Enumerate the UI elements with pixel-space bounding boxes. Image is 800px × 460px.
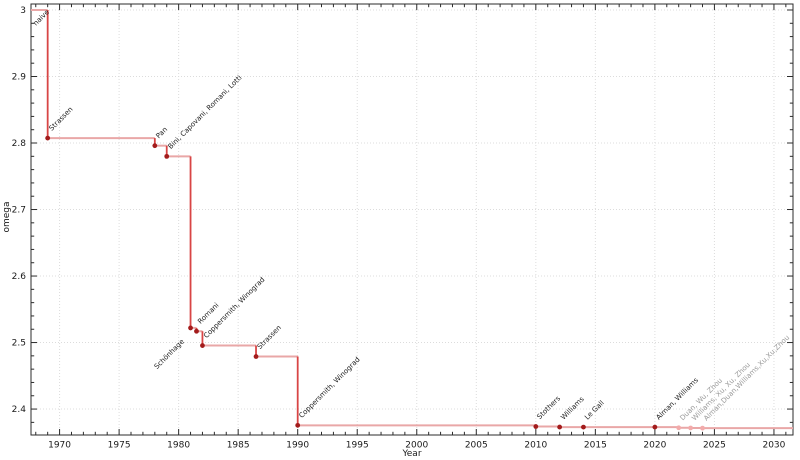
y-tick-label: 2.9 — [12, 72, 27, 82]
x-tick-label: 2000 — [405, 441, 428, 451]
data-point — [200, 343, 205, 348]
data-point — [700, 425, 705, 431]
data-point-label: Bini, Capovani, Romani, Lotti — [166, 74, 243, 151]
x-tick-label: 2010 — [524, 441, 547, 451]
x-tick-label: 2005 — [465, 441, 488, 451]
y-tick-label: 2.6 — [12, 272, 27, 282]
x-tick-label: 1985 — [227, 441, 250, 451]
y-tick-label: 2.4 — [12, 405, 27, 415]
x-tick-label: 1995 — [346, 441, 369, 451]
data-point — [194, 328, 199, 334]
y-tick-label: 2.5 — [12, 339, 26, 349]
x-tick-label: 1990 — [286, 441, 309, 451]
data-point-label: Strassen — [47, 105, 74, 132]
data-point — [676, 425, 682, 431]
data-point-label: Strassen — [256, 324, 283, 351]
data-point — [253, 354, 259, 359]
data-point — [652, 424, 658, 430]
data-point — [557, 424, 563, 430]
x-tick-label: 1980 — [167, 441, 190, 451]
y-axis-title: omega — [2, 201, 12, 232]
y-tick-label: 2.7 — [12, 206, 26, 216]
data-point — [164, 153, 170, 159]
data-point-label: Coppersmith, Winograd — [297, 356, 361, 420]
data-point-label: Williams — [559, 395, 586, 422]
x-tick-label: 2015 — [584, 441, 607, 451]
plot-border — [30, 3, 794, 436]
data-point-label: Stothers — [536, 394, 563, 421]
x-tick-label: 1970 — [48, 441, 71, 451]
x-tick-label: 2030 — [762, 441, 785, 451]
data-point — [295, 422, 301, 428]
data-point — [533, 424, 539, 429]
data-point-label: Le Gall — [583, 399, 606, 422]
x-tick-label: 1975 — [108, 441, 131, 451]
x-tick-label: 2025 — [703, 441, 726, 451]
data-point — [688, 425, 694, 431]
data-point-label: Williams, Xu, Xu, Zhou — [690, 361, 752, 423]
y-tick-label: 2.8 — [12, 139, 27, 149]
x-axis-title: Year — [401, 449, 421, 459]
plot-generated-layer: 1970 1975 1980 1985 1990 1995 2000 2005 2010 2015… — [12, 3, 794, 451]
y-tick-label: 3 — [20, 6, 26, 16]
data-point — [152, 143, 158, 149]
data-point — [188, 325, 193, 331]
data-point — [581, 424, 586, 430]
data-point-label: Pan — [155, 126, 170, 141]
data-point — [45, 135, 51, 141]
x-tick-label: 2020 — [643, 441, 666, 451]
